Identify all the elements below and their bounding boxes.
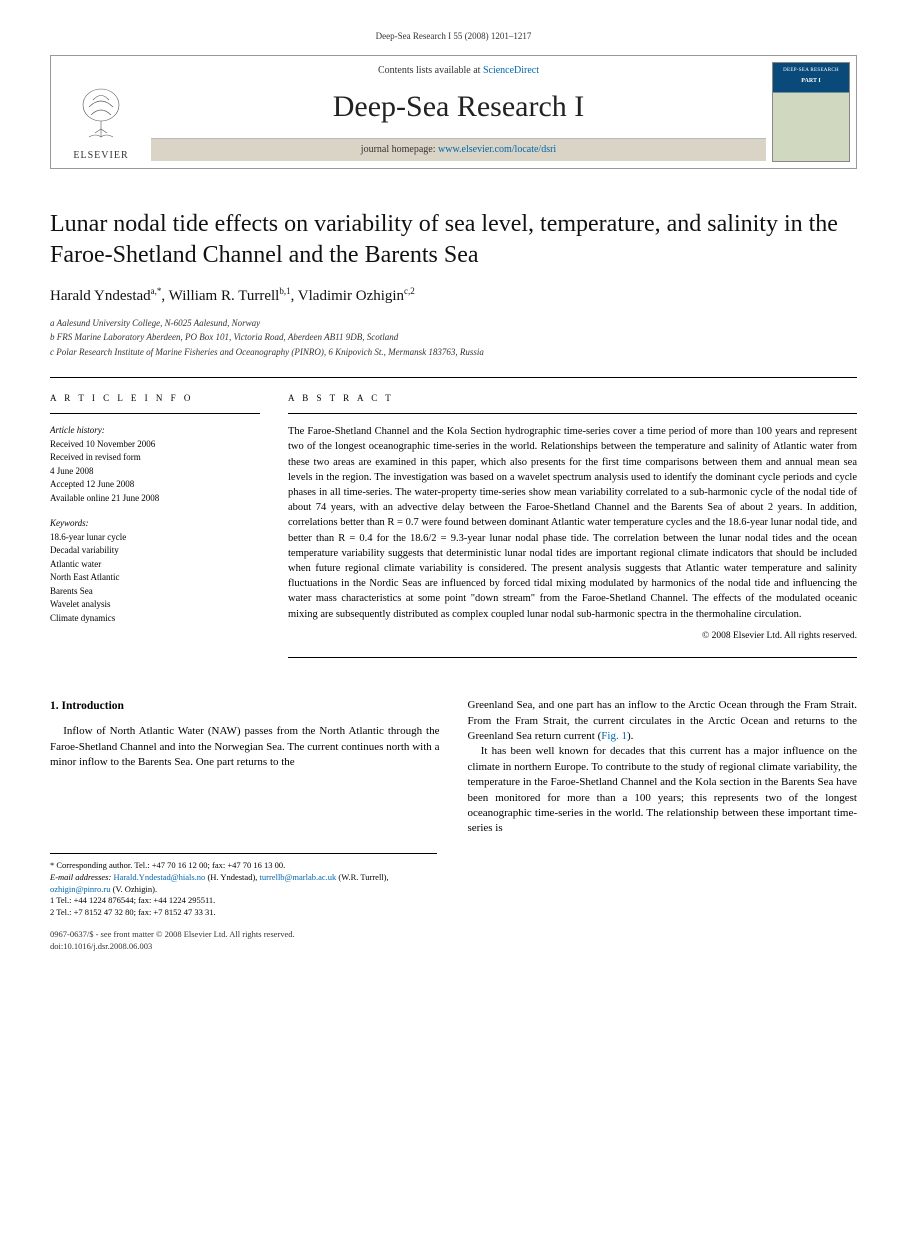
body-col-left: 1. Introduction Inflow of North Atlantic… [50, 698, 440, 837]
author-sup: c,2 [404, 286, 415, 296]
email-who: (H. Yndestad) [207, 872, 255, 882]
corresponding-author-note: * Corresponding author. Tel.: +47 70 16 … [50, 860, 437, 872]
history-line: Accepted 12 June 2008 [50, 478, 260, 492]
affiliation: b FRS Marine Laboratory Aberdeen, PO Box… [50, 331, 857, 345]
history-label: Article history: [50, 424, 260, 438]
masthead-center: Contents lists available at ScienceDirec… [151, 56, 766, 168]
copyright-line: © 2008 Elsevier Ltd. All rights reserved… [288, 630, 857, 643]
journal-masthead: ELSEVIER Contents lists available at Sci… [50, 55, 857, 169]
intro-paragraph-2: It has been well known for decades that … [468, 744, 858, 836]
journal-name: Deep-Sea Research I [151, 86, 766, 128]
keyword: Wavelet analysis [50, 598, 260, 612]
article-info-column: A R T I C L E I N F O Article history: R… [50, 392, 260, 658]
intro-text: Greenland Sea, and one part has an inflo… [468, 699, 858, 742]
author-email[interactable]: turrellb@marlab.ac.uk [260, 872, 337, 882]
abstract-bottom-rule [288, 657, 857, 658]
email-who: (V. Ozhigin) [113, 884, 155, 894]
publisher-name: ELSEVIER [73, 149, 128, 163]
history-line: Received in revised form [50, 451, 260, 465]
affiliations: a Aalesund University College, N-6025 Aa… [50, 317, 857, 360]
history-line: 4 June 2008 [50, 465, 260, 479]
keyword: Climate dynamics [50, 612, 260, 626]
abstract-text: The Faroe-Shetland Channel and the Kola … [288, 424, 857, 622]
affiliation: c Polar Research Institute of Marine Fis… [50, 346, 857, 360]
article-title: Lunar nodal tide effects on variability … [50, 209, 857, 271]
author: Harald Yndestad [50, 288, 151, 304]
body-col-right: Greenland Sea, and one part has an inflo… [468, 698, 858, 837]
cover-thumb-wrap [766, 56, 856, 168]
keyword: North East Atlantic [50, 571, 260, 585]
publisher-block: ELSEVIER [51, 56, 151, 168]
history-line: Received 10 November 2006 [50, 438, 260, 452]
footnote-2: 2 Tel.: +7 8152 47 32 80; fax: +7 8152 4… [50, 907, 437, 919]
keywords-label: Keywords: [50, 517, 260, 531]
running-head: Deep-Sea Research I 55 (2008) 1201–1217 [50, 30, 857, 43]
front-matter-line: 0967-0637/$ - see front matter © 2008 El… [50, 929, 857, 941]
author-sup: b,1 [279, 286, 290, 296]
affiliation: a Aalesund University College, N-6025 Aa… [50, 317, 857, 331]
footnote-1: 1 Tel.: +44 1224 876544; fax: +44 1224 2… [50, 895, 437, 907]
article-history: Article history: Received 10 November 20… [50, 424, 260, 505]
article-info-heading: A R T I C L E I N F O [50, 392, 260, 414]
abstract-heading: A B S T R A C T [288, 392, 857, 414]
doi-line: doi:10.1016/j.dsr.2008.06.003 [50, 941, 857, 953]
homepage-link[interactable]: www.elsevier.com/locate/dsri [438, 144, 556, 155]
keywords-block: Keywords: 18.6-year lunar cycle Decadal … [50, 517, 260, 625]
keyword: Atlantic water [50, 558, 260, 572]
abstract-column: A B S T R A C T The Faroe-Shetland Chann… [288, 392, 857, 658]
contents-available-line: Contents lists available at ScienceDirec… [151, 64, 766, 78]
footer-meta: 0967-0637/$ - see front matter © 2008 El… [50, 929, 857, 953]
journal-cover-thumbnail [772, 62, 850, 162]
author: William R. Turrell [169, 288, 280, 304]
intro-paragraph: Inflow of North Atlantic Water (NAW) pas… [50, 724, 440, 770]
homepage-prefix: journal homepage: [361, 144, 438, 155]
body-two-column: 1. Introduction Inflow of North Atlantic… [50, 698, 857, 837]
email-line: E-mail addresses: Harald.Yndestad@hials.… [50, 872, 437, 896]
keyword: Decadal variability [50, 544, 260, 558]
sciencedirect-link[interactable]: ScienceDirect [483, 65, 539, 76]
email-label: E-mail addresses: [50, 872, 113, 882]
author-list: Harald Yndestada,*, William R. Turrellb,… [50, 285, 857, 307]
footnotes: * Corresponding author. Tel.: +47 70 16 … [50, 853, 437, 919]
author-email[interactable]: Harald.Yndestad@hials.no [113, 872, 205, 882]
author-email[interactable]: ozhigin@pinro.ru [50, 884, 110, 894]
homepage-bar: journal homepage: www.elsevier.com/locat… [151, 138, 766, 161]
figure-reference[interactable]: Fig. 1 [601, 730, 627, 742]
intro-text: ). [627, 730, 633, 742]
info-abstract-row: A R T I C L E I N F O Article history: R… [50, 377, 857, 658]
contents-prefix: Contents lists available at [378, 65, 483, 76]
keyword: 18.6-year lunar cycle [50, 531, 260, 545]
keyword: Barents Sea [50, 585, 260, 599]
section-1-heading: 1. Introduction [50, 698, 440, 714]
intro-paragraph-cont: Greenland Sea, and one part has an inflo… [468, 698, 858, 744]
author-sup: a,* [151, 286, 162, 296]
history-line: Available online 21 June 2008 [50, 492, 260, 506]
email-who: (W.R. Turrell) [338, 872, 386, 882]
author: Vladimir Ozhigin [298, 288, 404, 304]
elsevier-tree-icon [71, 85, 131, 145]
